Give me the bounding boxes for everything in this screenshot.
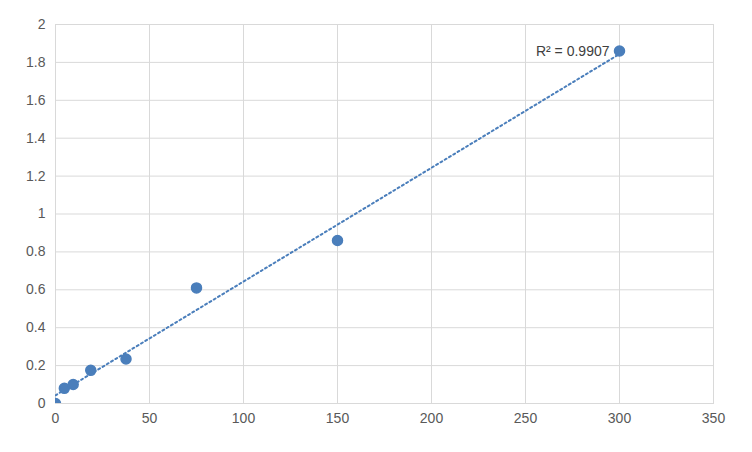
svg-text:0.6: 0.6 xyxy=(26,281,46,297)
svg-text:1.4: 1.4 xyxy=(26,130,46,146)
svg-text:150: 150 xyxy=(326,410,350,426)
svg-text:R² = 0.9907: R² = 0.9907 xyxy=(536,43,610,59)
svg-text:50: 50 xyxy=(142,410,158,426)
svg-text:300: 300 xyxy=(608,410,632,426)
svg-text:0: 0 xyxy=(52,410,60,426)
svg-text:350: 350 xyxy=(702,410,726,426)
svg-text:200: 200 xyxy=(420,410,444,426)
svg-text:100: 100 xyxy=(232,410,256,426)
svg-text:1: 1 xyxy=(38,205,46,221)
svg-text:0: 0 xyxy=(38,395,46,411)
svg-text:1.6: 1.6 xyxy=(26,92,46,108)
svg-text:250: 250 xyxy=(514,410,538,426)
svg-text:1.8: 1.8 xyxy=(26,54,46,70)
svg-text:0.4: 0.4 xyxy=(26,319,46,335)
svg-text:1.2: 1.2 xyxy=(26,168,46,184)
svg-text:2: 2 xyxy=(38,16,46,32)
svg-text:0.2: 0.2 xyxy=(26,357,46,373)
svg-text:0.8: 0.8 xyxy=(26,243,46,259)
